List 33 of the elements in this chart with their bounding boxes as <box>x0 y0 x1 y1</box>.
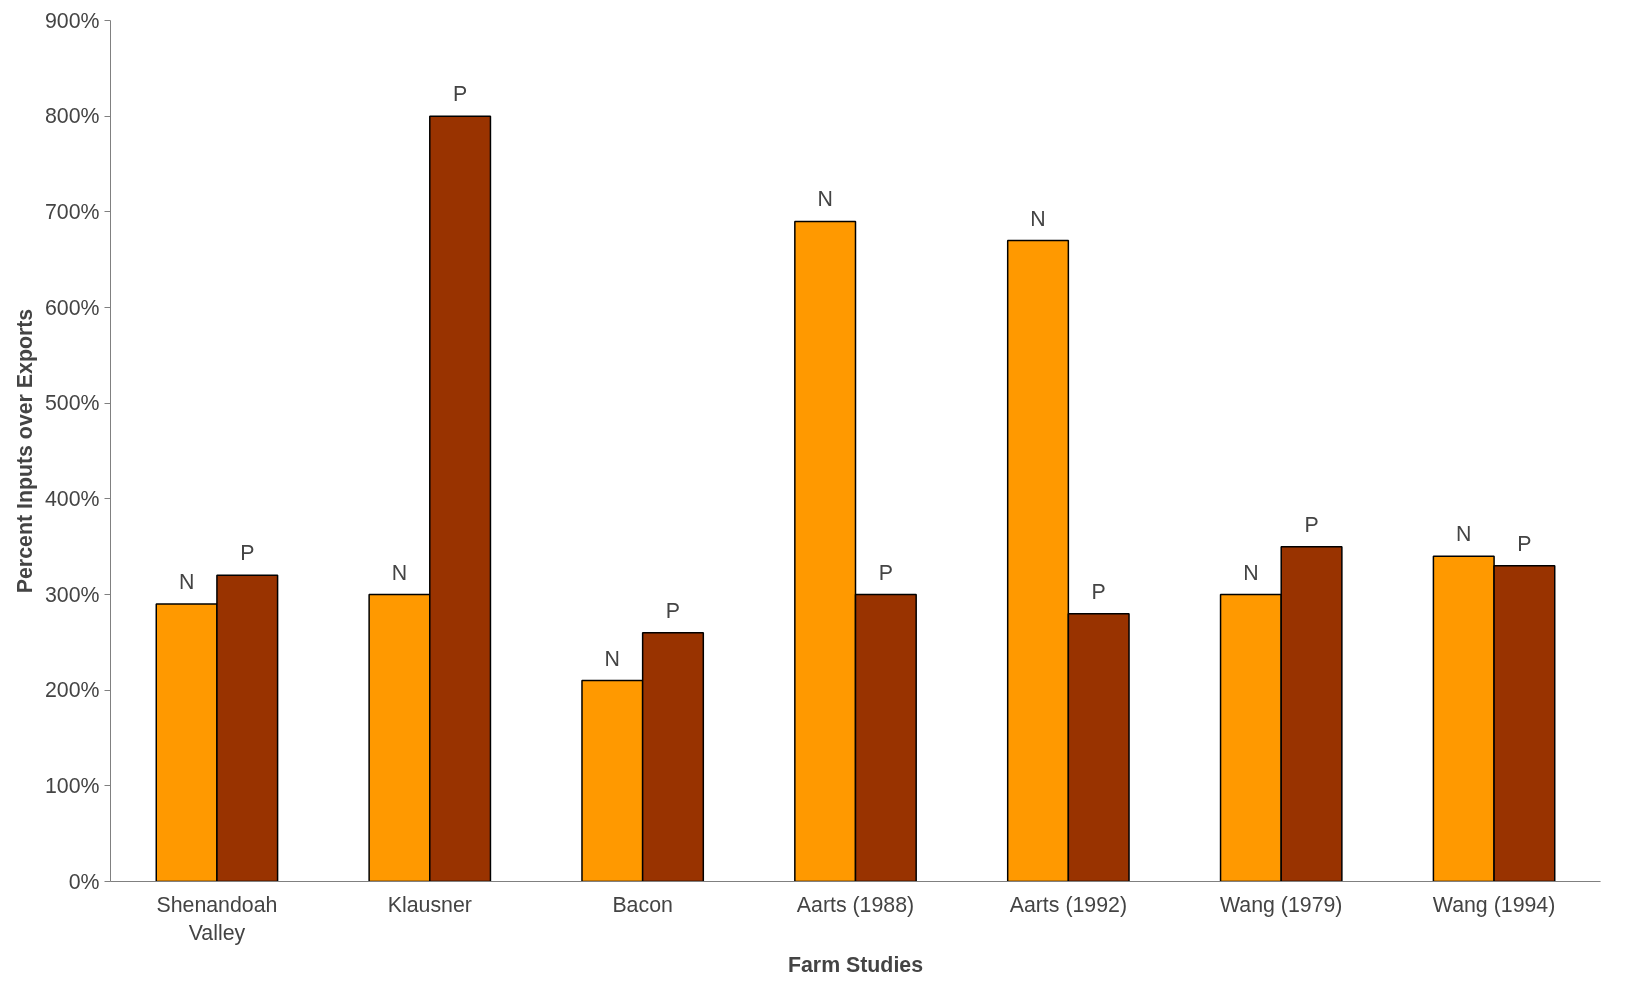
y-tick-label: 400% <box>44 486 100 511</box>
text: N <box>604 646 621 671</box>
y-axis-title: Percent Inputs over Exports <box>12 308 37 594</box>
text: N <box>817 187 833 212</box>
y-tick-label: 700% <box>44 199 100 224</box>
y-tick-label: 0% <box>68 869 100 894</box>
y-tick-label: 100% <box>44 773 100 798</box>
text: N <box>1456 522 1472 547</box>
text: P <box>1517 531 1532 556</box>
y-tick-label: 900% <box>44 8 100 33</box>
text: N <box>1030 206 1046 231</box>
text: P <box>453 82 468 107</box>
x-axis-title: Farm Studies <box>787 953 924 978</box>
text: P <box>878 560 893 585</box>
text: P <box>1304 512 1319 537</box>
text: P <box>665 598 681 623</box>
y-tick-label: 500% <box>44 391 100 416</box>
x-tick-label: Wang (1994) <box>1432 892 1556 917</box>
x-tick-label: Aarts (1988) <box>796 892 915 917</box>
y-tick-label: 200% <box>44 678 100 703</box>
x-tick-label: Shenandoah Valley <box>156 892 278 946</box>
y-tick-label: 300% <box>44 582 100 607</box>
text: N <box>391 560 408 585</box>
series-label: P <box>240 541 255 566</box>
x-tick-label: Bacon <box>612 892 673 917</box>
y-tick-label: 800% <box>44 104 100 129</box>
x-tick-label: Klausner <box>387 892 472 917</box>
text: P <box>1091 579 1106 604</box>
y-tick-label: 600% <box>44 295 100 320</box>
text: N <box>1243 560 1259 585</box>
x-tick-label: Wang (1979) <box>1219 892 1343 917</box>
x-tick-label: Aarts (1992) <box>1009 892 1128 917</box>
series-label: N <box>178 570 195 595</box>
